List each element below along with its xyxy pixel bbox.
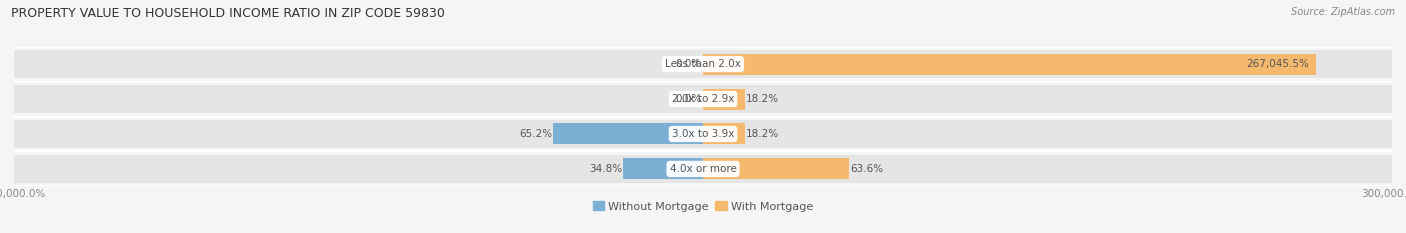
Text: 63.6%: 63.6% bbox=[851, 164, 883, 174]
Legend: Without Mortgage, With Mortgage: Without Mortgage, With Mortgage bbox=[593, 201, 813, 212]
Bar bbox=[14, 155, 1392, 183]
Text: 18.2%: 18.2% bbox=[747, 129, 779, 139]
Bar bbox=[14, 120, 1392, 148]
Text: 3.0x to 3.9x: 3.0x to 3.9x bbox=[672, 129, 734, 139]
Text: 0.0%: 0.0% bbox=[676, 59, 702, 69]
Text: Less than 2.0x: Less than 2.0x bbox=[665, 59, 741, 69]
Text: 0.0%: 0.0% bbox=[676, 94, 702, 104]
Bar bbox=[623, 158, 703, 179]
Bar bbox=[703, 158, 849, 179]
Bar bbox=[703, 54, 1316, 75]
Bar bbox=[554, 123, 703, 144]
Text: 267,045.5%: 267,045.5% bbox=[1247, 59, 1309, 69]
Bar bbox=[14, 51, 1392, 78]
Text: 34.8%: 34.8% bbox=[589, 164, 621, 174]
Bar bbox=[703, 123, 745, 144]
Bar bbox=[14, 85, 1392, 113]
Text: PROPERTY VALUE TO HOUSEHOLD INCOME RATIO IN ZIP CODE 59830: PROPERTY VALUE TO HOUSEHOLD INCOME RATIO… bbox=[11, 7, 446, 20]
Text: Source: ZipAtlas.com: Source: ZipAtlas.com bbox=[1291, 7, 1395, 17]
Text: 2.0x to 2.9x: 2.0x to 2.9x bbox=[672, 94, 734, 104]
Text: 18.2%: 18.2% bbox=[747, 94, 779, 104]
Text: 65.2%: 65.2% bbox=[519, 129, 553, 139]
Bar bbox=[703, 89, 745, 110]
Text: 4.0x or more: 4.0x or more bbox=[669, 164, 737, 174]
